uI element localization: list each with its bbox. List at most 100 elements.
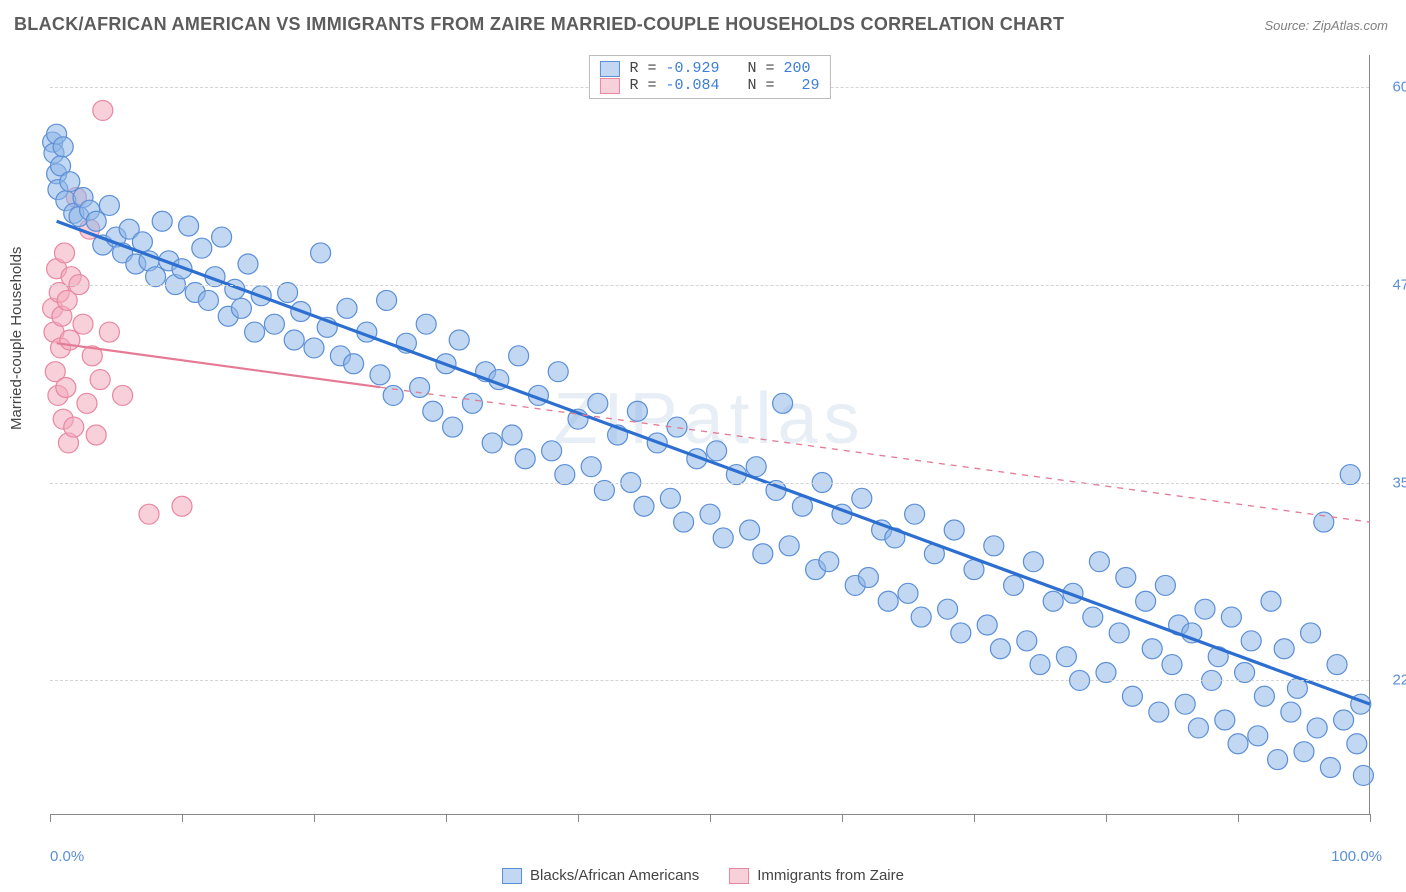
x-tick [578,814,579,822]
scatter-point [1043,591,1063,611]
x-tick [50,814,51,822]
scatter-point [482,433,502,453]
stats-row-series-2: R = -0.084 N = 29 [599,77,819,94]
y-axis-label: Married-couple Households [8,247,25,430]
scatter-point [1195,599,1215,619]
legend-item-1: Blacks/African Americans [502,867,699,884]
legend-swatch-2 [729,868,749,884]
scatter-point [1334,710,1354,730]
scatter-point [1017,631,1037,651]
scatter-point [337,298,357,318]
scatter-point [55,243,75,263]
scatter-point [245,322,265,342]
scatter-point [1083,607,1103,627]
scatter-point [1149,702,1169,722]
swatch-series-2 [599,78,619,94]
scatter-point [1109,623,1129,643]
scatter-point [93,100,113,120]
scatter-point [99,322,119,342]
scatter-point [707,441,727,461]
scatter-point [311,243,331,263]
scatter-point [819,552,839,572]
scatter-point [515,449,535,469]
scatter-point [779,536,799,556]
scatter-point [1056,647,1076,667]
scatter-point [740,520,760,540]
scatter-point [977,615,997,635]
gridline [50,285,1369,286]
series-legend: Blacks/African Americans Immigrants from… [502,867,904,884]
x-tick [974,814,975,822]
scatter-point [1307,718,1327,738]
scatter-point [1347,734,1367,754]
scatter-point [370,365,390,385]
n-value-1: 200 [784,60,811,77]
legend-swatch-1 [502,868,522,884]
gridline [50,483,1369,484]
scatter-point [152,211,172,231]
scatter-point [231,298,251,318]
scatter-point [1301,623,1321,643]
scatter-point [746,457,766,477]
r-value-2: -0.084 [665,77,719,94]
scatter-point [1327,655,1347,675]
scatter-point [938,599,958,619]
stats-legend: R = -0.929 N = 200 R = -0.084 N = 29 [588,55,830,99]
scatter-point [1248,726,1268,746]
scatter-point [660,488,680,508]
scatter-point [898,583,918,603]
scatter-point [588,393,608,413]
scatter-point [1116,568,1136,588]
scatter-point [53,137,73,157]
scatter-point [1030,655,1050,675]
scatter-point [581,457,601,477]
scatter-point [1162,655,1182,675]
scatter-point [1294,742,1314,762]
chart-svg [50,55,1369,814]
scatter-point [713,528,733,548]
source-attribution: Source: ZipAtlas.com [1264,18,1388,33]
scatter-point [377,290,397,310]
scatter-point [179,216,199,236]
scatter-point [77,393,97,413]
scatter-point [449,330,469,350]
scatter-point [64,417,84,437]
legend-label-1: Blacks/African Americans [530,867,699,884]
scatter-point [858,568,878,588]
x-axis-max-label: 100.0% [1331,848,1382,865]
scatter-point [1274,639,1294,659]
scatter-point [542,441,562,461]
scatter-point [86,211,106,231]
scatter-point [502,425,522,445]
x-tick [314,814,315,822]
scatter-point [99,195,119,215]
scatter-point [1241,631,1261,651]
scatter-point [1004,575,1024,595]
scatter-point [344,354,364,374]
scatter-point [212,227,232,247]
x-tick [1370,814,1371,822]
scatter-point [443,417,463,437]
y-tick-label: 22.5% [1392,672,1406,689]
x-tick [1106,814,1107,822]
scatter-point [905,504,925,524]
x-tick [842,814,843,822]
y-tick-label: 35.0% [1392,474,1406,491]
scatter-point [852,488,872,508]
x-axis-min-label: 0.0% [50,848,84,865]
scatter-point [423,401,443,421]
legend-label-2: Immigrants from Zaire [757,867,904,884]
scatter-point [1023,552,1043,572]
scatter-point [238,254,258,274]
scatter-point [60,172,80,192]
r-value-1: -0.929 [665,60,719,77]
n-label-2: N = [748,77,775,94]
n-value-2: 29 [802,77,820,94]
scatter-point [86,425,106,445]
scatter-point [1281,702,1301,722]
scatter-point [509,346,529,366]
y-tick-label: 60.0% [1392,78,1406,95]
scatter-point [1142,639,1162,659]
scatter-point [1314,512,1334,532]
scatter-point [753,544,773,564]
